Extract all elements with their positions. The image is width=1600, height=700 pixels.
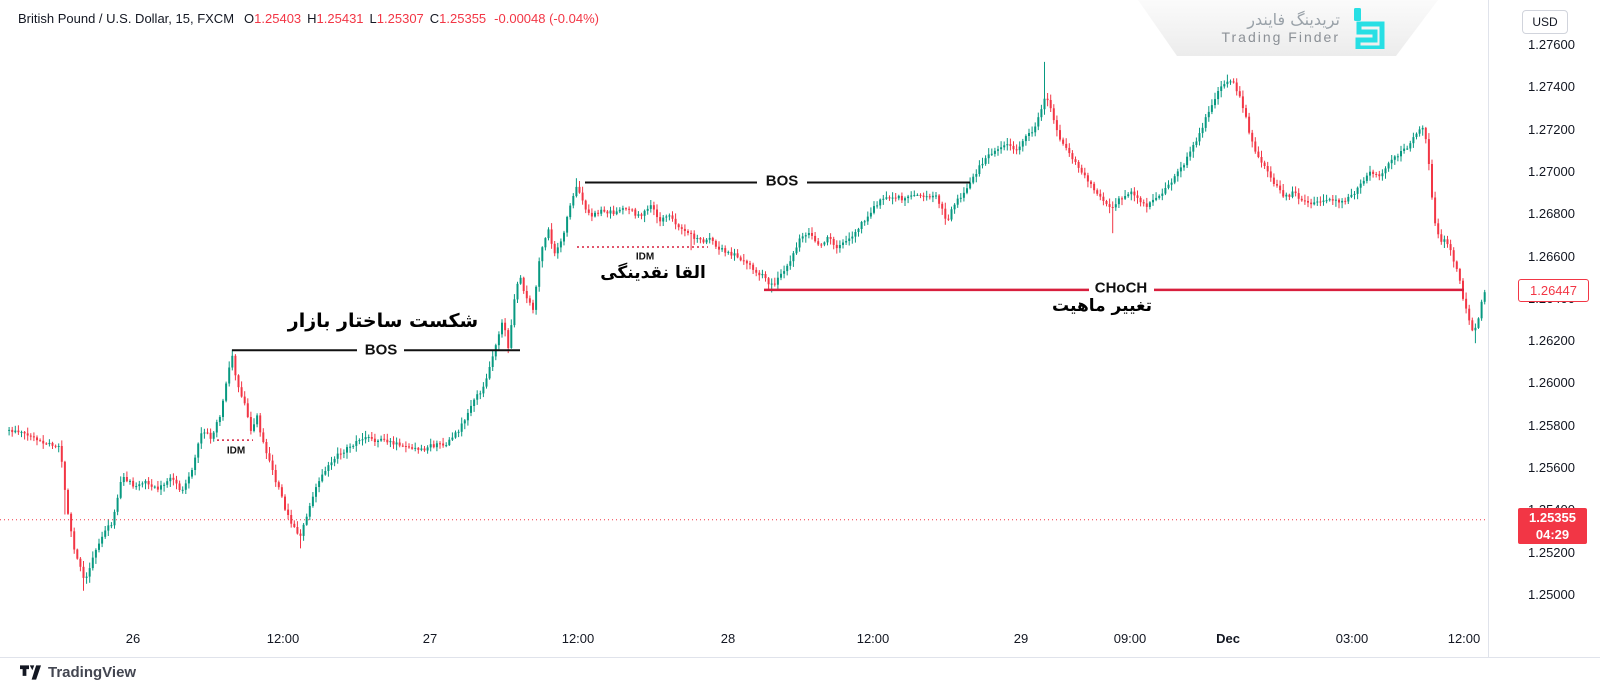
- close-label: C: [429, 11, 440, 26]
- brand-name-farsi: تریدینگ فایندر: [1247, 9, 1340, 29]
- trading-finder-watermark: تریدینگ فایندر Trading Finder: [1138, 0, 1438, 56]
- price-tick-label: 1.27200: [1528, 121, 1575, 137]
- open-label: O: [244, 11, 255, 26]
- price-tick-label: 1.26800: [1528, 206, 1575, 222]
- axis-separator-line: [0, 657, 1600, 658]
- high-label: H: [307, 11, 317, 26]
- time-tick-label: 29: [1013, 631, 1029, 646]
- time-tick-label: 12:00: [856, 631, 890, 646]
- price-tick-label: 1.25200: [1528, 544, 1575, 560]
- candlestick-chart: [0, 61, 1488, 591]
- low-value: 1.25307: [376, 11, 424, 26]
- tradingview-brand-text: TradingView: [48, 664, 137, 681]
- high-value: 1.25431: [316, 11, 364, 26]
- price-tick-label: 1.25000: [1528, 586, 1575, 602]
- time-tick-label: 09:00: [1113, 631, 1147, 646]
- trading-finder-text: تریدینگ فایندر Trading Finder: [1221, 9, 1340, 46]
- price-tick-label: 1.26200: [1528, 333, 1575, 349]
- time-tick-label: 27: [422, 631, 438, 646]
- price-axis[interactable]: USD 1.27600 1.27400 1.27200 1.27000 1.26800 1…: [1488, 0, 1600, 657]
- tradingview-logo-icon: [20, 665, 41, 680]
- currency-toggle-button[interactable]: USD: [1522, 10, 1568, 34]
- choch-level-price-value: 1.26447: [1530, 283, 1577, 298]
- open-value: 1.25403: [254, 11, 302, 26]
- low-label: L: [369, 11, 377, 26]
- close-value: 1.25355: [439, 11, 487, 26]
- choch-level-price-label: 1.26447: [1518, 279, 1589, 302]
- price-tick-label: 1.27600: [1528, 37, 1575, 52]
- brand-name-english: Trading Finder: [1221, 29, 1340, 46]
- chart-canvas[interactable]: BOS شکست ساختار بازار IDM BOS IDM القا نقدینگ…: [0, 0, 1488, 657]
- change-value: -0.00048 (-0.04%): [494, 11, 599, 26]
- time-tick-label: 03:00: [1335, 631, 1369, 646]
- time-tick-label: 12:00: [561, 631, 595, 646]
- chart-legend: British Pound / U.S. Dollar, 15, FXCM O1…: [18, 11, 599, 26]
- time-tick-label: 12:00: [1447, 631, 1481, 646]
- price-tick-label: 1.27000: [1528, 163, 1575, 179]
- price-tick-label: 1.26600: [1528, 248, 1575, 264]
- price-tick-label: 1.25800: [1528, 417, 1575, 433]
- time-tick-label: 28: [720, 631, 736, 646]
- price-tick-label: 1.27400: [1528, 79, 1575, 95]
- current-price-value: 1.25355: [1529, 510, 1576, 525]
- trading-finder-logo-icon: [1354, 8, 1385, 49]
- price-tick-label: 1.25600: [1528, 460, 1575, 475]
- current-price-label: 1.25355 04:29: [1518, 508, 1587, 544]
- time-tick-label: 12:00: [266, 631, 300, 646]
- time-tick-label: 26: [125, 631, 141, 646]
- symbol-title[interactable]: British Pound / U.S. Dollar, 15, FXCM: [18, 11, 235, 26]
- bar-countdown: 04:29: [1535, 527, 1570, 542]
- time-tick-label: Dec: [1216, 631, 1240, 646]
- tradingview-attribution[interactable]: TradingView: [20, 664, 136, 681]
- price-tick-label: 1.26000: [1528, 375, 1575, 391]
- time-axis[interactable]: 26 12:00 27 12:00 28 12:00 29 09:00 Dec 03:00 12:0…: [0, 623, 1488, 657]
